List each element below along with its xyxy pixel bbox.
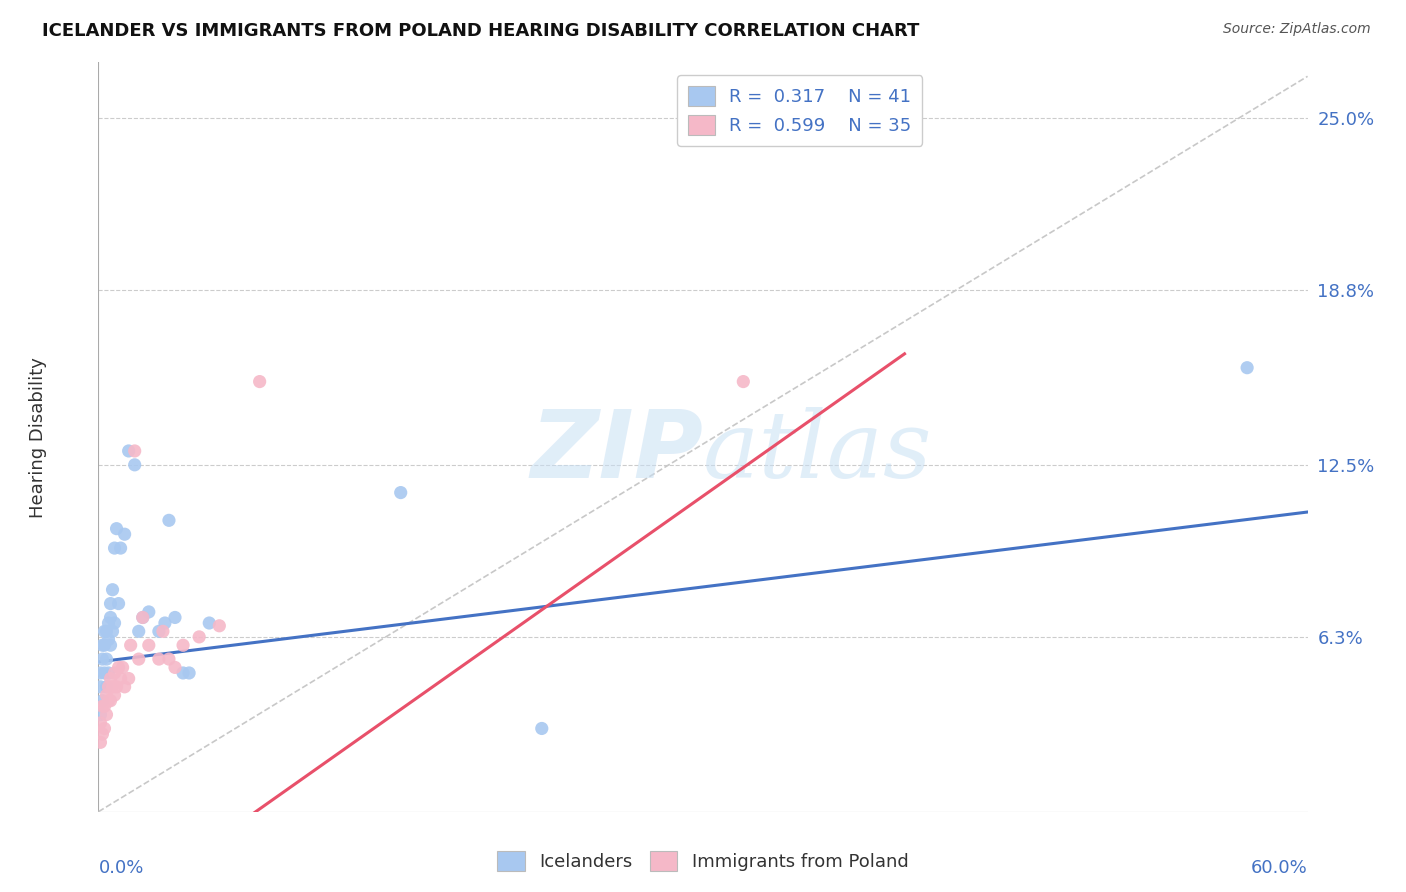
Point (172, 638, 194, 652)
Point (148, 652, 170, 666)
Text: Source: ZipAtlas.com: Source: ZipAtlas.com (1223, 22, 1371, 37)
Point (96, 652, 118, 666)
Point (100, 610, 122, 624)
Point (97, 665, 120, 680)
Point (89, 735, 111, 749)
Point (188, 630, 211, 644)
Point (103, 541, 125, 555)
Point (389, 485, 412, 500)
Point (249, 375, 271, 389)
Point (124, 444, 146, 458)
Point (96, 707, 118, 722)
Point (105, 680, 128, 694)
Point (110, 541, 132, 555)
Point (157, 513, 180, 527)
Point (93, 722, 115, 736)
Point (97, 680, 120, 694)
Point (152, 624, 174, 639)
Point (91, 638, 114, 652)
Point (100, 638, 122, 652)
Text: atlas: atlas (703, 407, 932, 497)
Point (91, 694, 114, 708)
Point (128, 652, 150, 666)
Text: Hearing Disability: Hearing Disability (30, 357, 46, 517)
Legend: Icelanders, Immigrants from Poland: Icelanders, Immigrants from Poland (491, 844, 915, 879)
Text: 0.0%: 0.0% (98, 859, 143, 877)
Point (101, 624, 124, 639)
Point (96, 624, 118, 639)
Point (208, 619, 231, 633)
Point (91, 652, 114, 666)
Point (148, 624, 170, 639)
Point (89, 680, 111, 694)
Point (100, 694, 122, 708)
Point (96, 680, 118, 694)
Point (172, 665, 194, 680)
Point (107, 660, 129, 674)
Point (93, 638, 115, 652)
Point (89, 715, 111, 730)
Point (132, 610, 155, 624)
Point (163, 660, 186, 674)
Point (100, 597, 122, 611)
Point (103, 615, 125, 630)
Point (118, 444, 141, 458)
Point (118, 672, 141, 686)
Point (132, 610, 155, 624)
Point (103, 688, 125, 702)
Point (138, 605, 160, 619)
Point (114, 680, 136, 694)
Point (733, 375, 755, 389)
Point (163, 610, 186, 624)
Point (111, 660, 134, 674)
Legend: R =  0.317    N = 41, R =  0.599    N = 35: R = 0.317 N = 41, R = 0.599 N = 35 (678, 75, 922, 145)
Text: 60.0%: 60.0% (1251, 859, 1308, 877)
Point (124, 458, 146, 472)
Point (93, 699, 115, 714)
Point (91, 727, 114, 741)
Point (198, 615, 221, 630)
Point (91, 699, 114, 714)
Point (179, 665, 201, 680)
Point (107, 597, 129, 611)
Point (100, 672, 122, 686)
Point (96, 688, 118, 702)
Point (1236, 360, 1258, 375)
Point (138, 638, 160, 652)
Point (153, 615, 176, 630)
Point (103, 665, 125, 680)
Point (93, 624, 115, 639)
Point (97, 632, 120, 647)
Point (157, 652, 180, 666)
Point (120, 638, 142, 652)
Point (530, 722, 553, 736)
Point (105, 522, 128, 536)
Point (97, 615, 120, 630)
Point (101, 582, 124, 597)
Point (97, 694, 120, 708)
Point (128, 624, 150, 639)
Point (93, 665, 115, 680)
Text: ZIP: ZIP (530, 406, 703, 498)
Point (89, 665, 111, 680)
Point (101, 680, 124, 694)
Point (110, 672, 132, 686)
Text: ICELANDER VS IMMIGRANTS FROM POLAND HEARING DISABILITY CORRELATION CHART: ICELANDER VS IMMIGRANTS FROM POLAND HEAR… (42, 22, 920, 40)
Point (114, 527, 136, 541)
Point (89, 707, 111, 722)
